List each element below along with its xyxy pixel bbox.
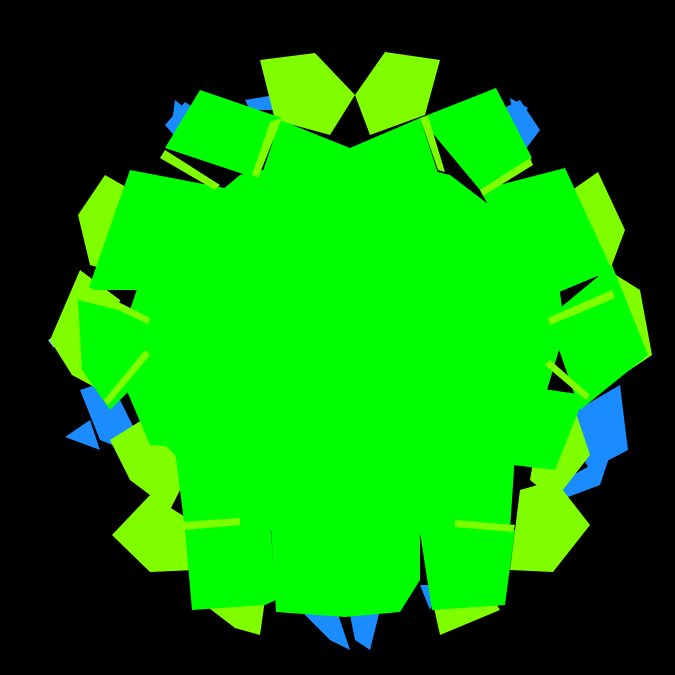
green-block-right-lower — [470, 380, 585, 470]
yellow-green-petal-bottom-left — [112, 495, 195, 572]
blue-star-segment-right-lower — [560, 385, 628, 470]
green-block-left-lower — [118, 365, 215, 450]
green-block-right — [548, 265, 648, 410]
blue-star-segment-top-right — [500, 100, 540, 150]
crease-bottom-right — [455, 520, 515, 532]
crease-right-upper — [480, 158, 533, 196]
crease-left-lower — [104, 350, 150, 405]
crease-right — [548, 290, 615, 325]
blue-star-segment-left-tip — [65, 420, 100, 450]
crease-right-lower — [545, 360, 590, 400]
blue-star-segment-bottom-right — [350, 610, 380, 650]
yellow-green-petal-left-lower — [110, 415, 190, 510]
crease-left-upper — [160, 150, 220, 190]
yellow-green-petal-bottom-left-low — [205, 600, 265, 635]
crease-bottom-left — [182, 518, 240, 530]
green-block-bottom-center — [270, 510, 420, 617]
green-block-bottom-right-low — [418, 520, 515, 610]
crease-top-left — [252, 118, 282, 178]
green-block-upper-left — [88, 170, 235, 290]
green-block-bottom-left-low — [185, 520, 276, 610]
yellow-green-petal-top-left — [260, 53, 355, 135]
green-block-upper-right — [480, 168, 612, 300]
crease-left — [82, 285, 150, 324]
crease-top-right — [420, 116, 445, 172]
green-block-top-right — [420, 88, 532, 190]
green-block-top-center — [250, 118, 450, 240]
bright-green-core-layer — [78, 88, 648, 617]
yellow-green-petal-bottom-right — [510, 480, 590, 572]
green-block-bottom-left — [175, 445, 280, 530]
yellow-green-crease-layer — [82, 116, 615, 532]
blue-star-segment-top-left-arm — [172, 100, 190, 122]
blue-star-segment-top-right-arm — [510, 98, 528, 125]
yellow-green-petal-top-right — [355, 52, 440, 135]
green-block-top-left — [165, 90, 282, 178]
green-block-bottom-right — [420, 450, 515, 530]
